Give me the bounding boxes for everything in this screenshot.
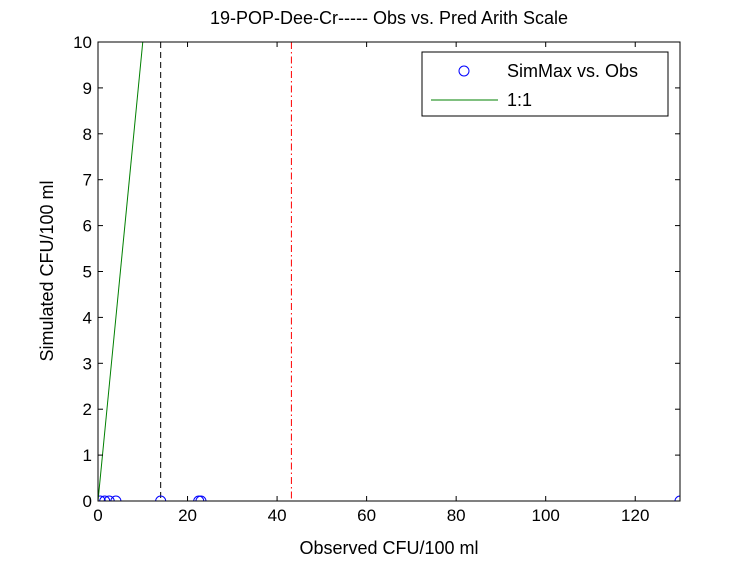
x-tick-label-100: 100 [532,506,560,525]
legend-label-simmax: SimMax vs. Obs [507,61,638,81]
x-tick-label-60: 60 [357,506,376,525]
y-tick-label-7: 7 [83,171,92,190]
y-tick-label-8: 8 [83,125,92,144]
y-tick-label-3: 3 [83,354,92,373]
y-axis-title: Simulated CFU/100 ml [37,180,57,361]
legend-marker-simmax [458,65,470,77]
y-tick-label-9: 9 [83,79,92,98]
data-point-6 [195,495,207,501]
x-tick-label-80: 80 [447,506,466,525]
y-tick-label-5: 5 [83,263,92,282]
y-tick-label-0: 0 [83,492,92,511]
data-point-4 [155,495,167,501]
y-tick-label-2: 2 [83,400,92,419]
reference-lines [160,42,292,501]
data-point-3 [110,495,122,501]
x-tick-label-20: 20 [178,506,197,525]
y-tick-label-1: 1 [83,446,92,465]
x-tick-label-120: 120 [621,506,649,525]
x-tick-label-0: 0 [93,506,102,525]
series-layer [98,42,680,501]
y-tick-label-6: 6 [83,217,92,236]
legend-label-1to1: 1:1 [507,90,532,110]
plot-area [98,42,680,501]
data-point-0 [98,495,106,501]
x-axis-title: Observed CFU/100 ml [299,538,478,558]
legend: SimMax vs. Obs 1:1 [421,51,669,117]
legend-box [421,51,669,117]
data-point-1 [99,495,111,501]
y-tick-label-10: 10 [73,33,92,52]
series-line-1to1 [98,42,144,501]
data-point-2 [103,495,115,501]
x-tick-label-40: 40 [268,506,287,525]
y-tick-label-4: 4 [83,308,92,327]
ticks: 0 20 40 60 80 100 120 0 1 2 3 4 5 6 7 8 9 10 [73,33,680,525]
chart-title: 19-POP-Dee-Cr----- Obs vs. Pred Arith Sc… [210,8,568,28]
